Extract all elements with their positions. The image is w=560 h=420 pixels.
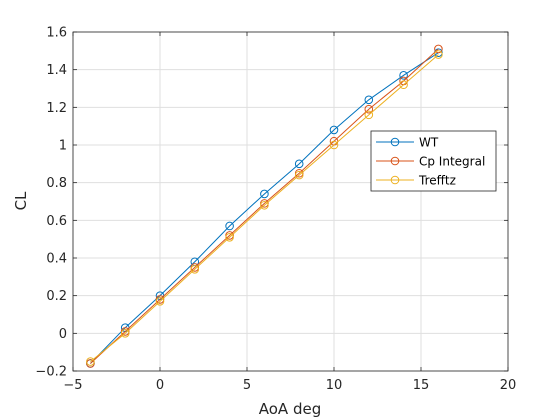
data-point <box>364 95 374 105</box>
data-point <box>329 140 339 150</box>
x-tick-label: 20 <box>500 378 517 393</box>
y-tick-label: 0.8 <box>46 176 67 191</box>
data-point <box>399 80 408 90</box>
legend-marker <box>390 137 400 147</box>
data-point <box>364 110 374 120</box>
y-tick-label: 1.6 <box>46 26 67 41</box>
data-point <box>364 104 374 114</box>
data-point <box>225 232 234 242</box>
legend: WT Cp Integral Trefftz <box>370 130 497 192</box>
data-point <box>294 159 304 169</box>
y-tick-label: −0.2 <box>35 365 67 380</box>
x-axis-title: AoA deg <box>259 400 321 418</box>
data-point <box>86 357 95 366</box>
legend-marker <box>390 156 400 166</box>
legend-label: Trefftz <box>418 174 456 188</box>
data-point <box>155 297 165 306</box>
y-tick-label: 0.6 <box>46 214 67 229</box>
series-line <box>90 54 439 362</box>
series-line <box>90 48 439 364</box>
data-point <box>120 329 130 338</box>
data-point <box>399 71 408 80</box>
y-tick-label: 0 <box>59 327 67 342</box>
plot-area <box>73 32 508 371</box>
data-point <box>434 50 443 59</box>
y-tick-label: 0.2 <box>46 289 67 304</box>
y-axis-title: CL <box>12 191 30 210</box>
x-tick-label: 0 <box>156 378 164 393</box>
legend-label: Cp Integral <box>419 155 485 169</box>
y-tick-label: 1.2 <box>46 101 67 116</box>
data-point <box>190 265 200 274</box>
data-point <box>329 125 339 135</box>
data-point <box>434 44 443 54</box>
y-tick-label: 1 <box>59 139 67 154</box>
grid <box>72 31 509 372</box>
series-line <box>90 52 439 364</box>
legend-marker <box>390 175 400 185</box>
y-tick-label: 0.4 <box>46 252 67 267</box>
axes-box <box>72 31 509 372</box>
x-tick-label: 5 <box>243 378 251 393</box>
x-tick-label: 15 <box>413 378 430 393</box>
series-2 <box>86 50 443 366</box>
series-layer <box>86 44 443 368</box>
x-tick-label: 10 <box>326 378 343 393</box>
data-point <box>260 189 269 199</box>
y-tick-label: 1.4 <box>46 63 67 78</box>
data-point <box>225 221 234 231</box>
legend-label: WT <box>419 136 439 150</box>
data-point <box>294 170 304 180</box>
x-tick-label: −5 <box>63 378 82 393</box>
ticks: −5 0 5 10 15 20 −0.2 0 0.2 0.4 0.6 0.8 1 1.2 1.4 1.6 <box>35 26 516 394</box>
data-point <box>260 200 269 210</box>
